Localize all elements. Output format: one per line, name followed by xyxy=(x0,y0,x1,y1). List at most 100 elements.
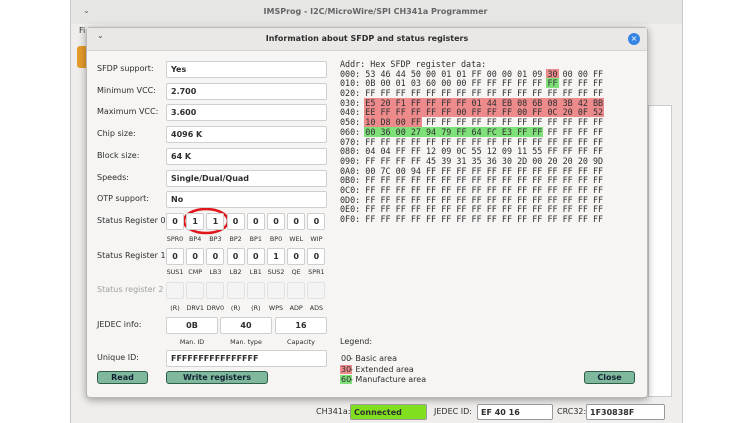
hex-byte: FF xyxy=(593,204,604,215)
bit-box[interactable]: 1 xyxy=(206,212,225,230)
close-button[interactable]: Close xyxy=(584,371,635,384)
hex-byte: FF xyxy=(471,88,482,99)
hex-byte: 2D xyxy=(517,155,528,166)
bit-name: DRV1 xyxy=(186,304,204,312)
bit-box[interactable]: 0 xyxy=(186,247,205,265)
hex-byte: FF xyxy=(441,117,452,128)
hex-byte: FF xyxy=(441,107,452,118)
hex-byte: 94 xyxy=(410,165,421,176)
register-label: Status register 2 xyxy=(97,285,164,294)
field-value: No xyxy=(171,194,184,204)
hex-byte: FF xyxy=(577,88,588,99)
bit-box[interactable]: 1 xyxy=(267,247,285,265)
hex-byte: FF xyxy=(426,214,437,225)
hex-byte: 20 xyxy=(577,155,588,166)
bit-box[interactable]: 0 xyxy=(166,212,184,230)
bit-box[interactable]: 0 xyxy=(226,247,245,265)
hex-byte: 0C xyxy=(456,146,467,157)
hex-byte: FF xyxy=(593,175,604,186)
hex-byte: FF xyxy=(395,204,406,215)
hex-byte: 44 xyxy=(395,68,406,79)
hex-byte: FF xyxy=(410,184,421,195)
hex-byte: 04 xyxy=(380,146,391,157)
bit-box xyxy=(307,281,326,299)
hex-byte: FF xyxy=(410,136,421,147)
hex-byte: FF xyxy=(547,184,558,195)
bit-box[interactable]: 0 xyxy=(206,247,225,265)
hex-byte: FF xyxy=(501,107,512,118)
hex-byte: FF xyxy=(577,126,588,137)
write-button[interactable]: Write registers xyxy=(166,371,268,384)
hex-byte: FF xyxy=(486,88,497,99)
bit-box[interactable]: 0 xyxy=(287,212,306,230)
bit-value: 1 xyxy=(273,251,279,261)
hex-byte: FF xyxy=(486,165,497,176)
main-menu[interactable]: Fi xyxy=(79,26,86,35)
hex-byte: E3 xyxy=(501,126,512,137)
hex-byte: FF xyxy=(532,107,543,118)
bit-box[interactable]: 0 xyxy=(246,212,265,230)
hex-byte: BB xyxy=(593,97,604,108)
hex-byte: FF xyxy=(486,204,497,215)
hex-byte: 10 xyxy=(365,117,376,128)
hex-byte: FF xyxy=(532,117,543,128)
field-box: 64 K xyxy=(166,147,327,165)
hex-byte: FF xyxy=(547,126,558,137)
hex-highlight xyxy=(364,97,605,108)
hex-byte: 30 xyxy=(501,155,512,166)
hex-byte: FF xyxy=(426,107,437,118)
bit-name: BP4 xyxy=(189,235,202,243)
bit-box[interactable]: 0 xyxy=(166,247,184,265)
hex-byte: FF xyxy=(486,175,497,186)
status-box: 1F30838F xyxy=(586,404,665,420)
read-button[interactable]: Read xyxy=(97,371,148,384)
hex-byte: FF xyxy=(593,68,604,79)
hex-byte: FF xyxy=(562,184,573,195)
hex-byte: FF xyxy=(456,204,467,215)
jedec-caption: Man. type xyxy=(230,338,262,346)
hex-byte: FF xyxy=(577,117,588,128)
dialog-close-icon[interactable]: × xyxy=(628,33,640,45)
hex-byte: FF xyxy=(501,194,512,205)
bit-box[interactable]: 0 xyxy=(246,247,265,265)
main-chevron[interactable]: ⌄ xyxy=(83,6,90,15)
hex-byte: FF xyxy=(562,136,573,147)
bit-box[interactable]: 0 xyxy=(267,212,285,230)
hex-byte: FF xyxy=(410,107,421,118)
hex-byte: D8 xyxy=(380,117,391,128)
hex-byte: FF xyxy=(471,194,482,205)
hex-byte: FF xyxy=(577,165,588,176)
hex-byte: FF xyxy=(380,184,391,195)
bit-name: WPS xyxy=(268,304,284,312)
hex-byte: FF xyxy=(410,146,421,157)
hex-byte: FF xyxy=(577,136,588,147)
dialog-chevron[interactable]: ⌄ xyxy=(97,31,104,40)
register-label: Status Register 0 xyxy=(97,216,166,225)
bit-value: 0 xyxy=(273,216,279,226)
hex-byte: FF xyxy=(471,117,482,128)
hex-byte: FF xyxy=(426,97,437,108)
hex-byte: FF xyxy=(456,194,467,205)
bit-box[interactable]: 1 xyxy=(186,212,205,230)
hex-byte: FF xyxy=(395,146,406,157)
hex-byte: FF xyxy=(547,165,558,176)
bit-box[interactable]: 0 xyxy=(287,247,306,265)
unique-id-box: FFFFFFFFFFFFFFFF xyxy=(166,349,327,367)
field-label: SFDP support: xyxy=(97,64,154,73)
hex-byte: FF xyxy=(532,184,543,195)
bit-box[interactable]: 0 xyxy=(307,247,326,265)
field-value: 4096 K xyxy=(171,129,203,139)
hex-byte: FF xyxy=(456,117,467,128)
bit-box[interactable]: 0 xyxy=(307,212,326,230)
hex-byte: FF xyxy=(486,184,497,195)
hex-byte: FF xyxy=(501,117,512,128)
field-label: Chip size: xyxy=(97,129,136,138)
bit-value: 1 xyxy=(212,216,219,226)
hex-byte: 09 xyxy=(501,146,512,157)
field-value: Single/Dual/Quad xyxy=(171,173,250,183)
bit-box xyxy=(226,281,245,299)
bit-box[interactable]: 0 xyxy=(226,212,245,230)
hex-byte: FF xyxy=(441,194,452,205)
hex-byte: FF xyxy=(365,204,376,215)
bit-value: 0 xyxy=(313,251,320,261)
